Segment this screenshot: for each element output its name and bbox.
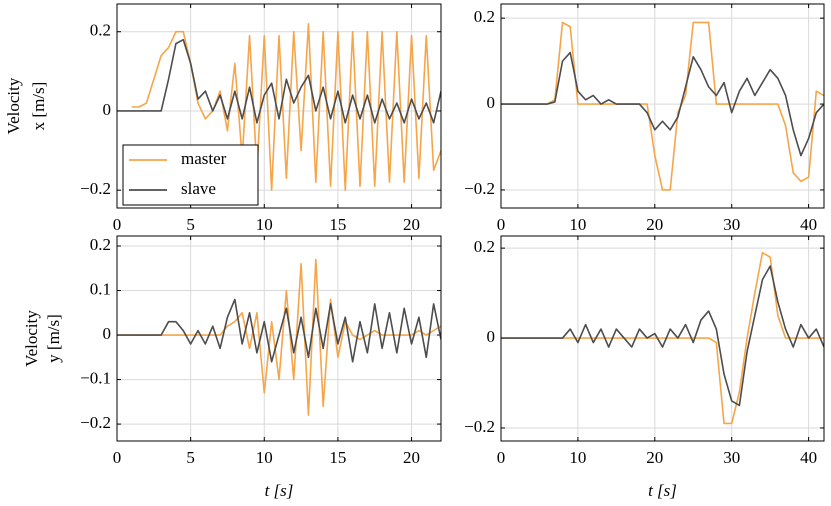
series-line	[501, 51, 824, 157]
x-tick-label: 40	[800, 448, 817, 467]
y-axis-label: y [m/s]	[44, 314, 63, 363]
y-tick-label: 0.1	[90, 279, 111, 298]
series-line	[117, 298, 441, 363]
plot-frame	[500, 3, 825, 209]
x-axis-label: t [s]	[648, 481, 677, 500]
series-line	[117, 258, 441, 416]
y-tick-label: 0	[487, 93, 496, 112]
x-tick-label: 0	[113, 215, 122, 234]
x-tick-label: 30	[723, 448, 740, 467]
y-axis-label: Velocity	[4, 77, 23, 134]
x-tick-label: 0	[497, 448, 506, 467]
y-tick-label: 0.2	[474, 7, 495, 26]
plot-frame	[116, 3, 442, 209]
y-tick-label: −0.2	[80, 413, 111, 432]
plot-frame	[500, 235, 825, 442]
x-tick-label: 15	[329, 448, 346, 467]
y-tick-label: −0.2	[464, 179, 495, 198]
y-tick-label: 0	[103, 100, 112, 119]
plot-lines	[501, 21, 824, 191]
legend-label: master	[181, 149, 227, 168]
x-tick-label: 15	[329, 215, 346, 234]
y-tick-label: 0.2	[474, 237, 495, 256]
y-tick-label: −0.2	[464, 417, 495, 436]
x-tick-label: 20	[646, 448, 663, 467]
plot-lines	[501, 251, 824, 425]
x-axis-label: t [s]	[265, 481, 294, 500]
x-tick-label: 10	[569, 448, 586, 467]
x-tick-label: 20	[646, 215, 663, 234]
plot-frame	[116, 235, 442, 442]
y-tick-label: 0	[487, 327, 496, 346]
plot-lines	[117, 258, 441, 416]
x-tick-label: 40	[800, 215, 817, 234]
y-tick-label: 0	[103, 324, 112, 343]
x-tick-label: 30	[723, 215, 740, 234]
x-tick-label: 10	[256, 448, 273, 467]
y-tick-label: −0.2	[80, 179, 111, 198]
x-tick-label: 10	[569, 215, 586, 234]
x-tick-label: 0	[497, 215, 506, 234]
legend: master slave	[122, 144, 259, 206]
y-tick-label: −0.1	[80, 368, 111, 387]
x-tick-label: 0	[113, 448, 122, 467]
series-line	[501, 265, 824, 407]
y-axis-label: Velocity	[22, 310, 41, 367]
x-tick-label: 20	[403, 215, 420, 234]
x-tick-label: 20	[403, 448, 420, 467]
y-axis-label: x [m/s]	[29, 82, 48, 131]
plot-lines	[117, 23, 441, 191]
y-tick-label: 0.2	[90, 21, 111, 40]
x-tick-label: 10	[256, 215, 273, 234]
series-line	[501, 21, 824, 191]
y-tick-label: 0.2	[90, 235, 111, 254]
series-line	[117, 38, 441, 124]
x-tick-label: 5	[186, 215, 195, 234]
x-tick-label: 5	[186, 448, 195, 467]
series-line	[131, 23, 441, 191]
legend-box	[122, 144, 259, 206]
legend-label: slave	[181, 179, 216, 198]
